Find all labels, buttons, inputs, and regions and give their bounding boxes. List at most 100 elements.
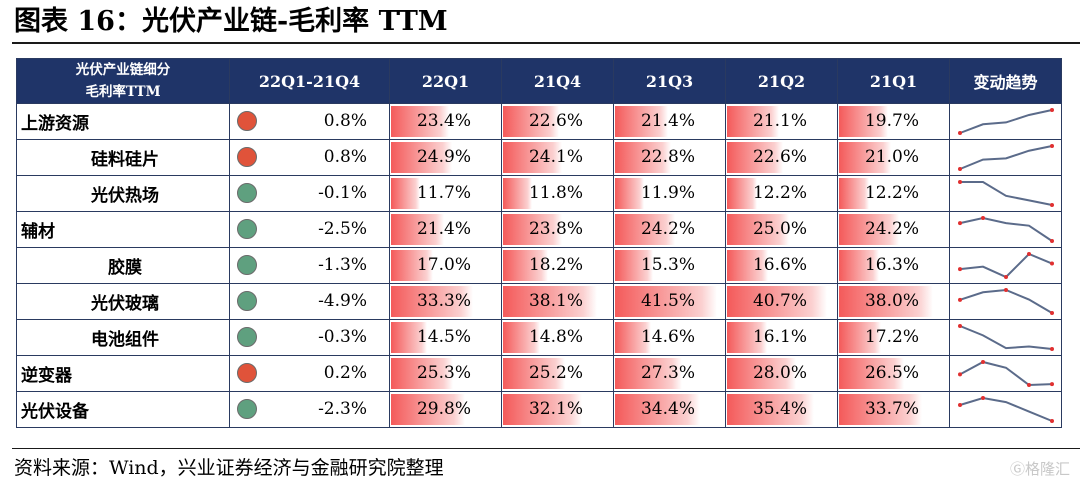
margin-cell: 11.9% (613, 175, 726, 212)
figure-title: 图表 16：光伏产业链-毛利率 TTM (14, 6, 448, 37)
margin-value: 15.3% (640, 255, 695, 275)
margin-value: 21.4% (640, 111, 695, 131)
up-indicator-icon (237, 363, 257, 383)
segment-name: 硅料硅片 (16, 139, 230, 176)
data-bar (615, 394, 700, 425)
table-row: 胶膜 -1.3% 17.0% 18.2% 15.3% 16.6% 16.3% (16, 247, 1062, 284)
margin-value: 21.4% (416, 219, 471, 239)
margin-cell: 33.7% (837, 391, 950, 428)
change-cell: -1.3% (229, 247, 390, 284)
margin-cell: 22.8% (613, 139, 726, 176)
down-indicator-icon (237, 399, 257, 419)
header-period: 21Q4 (501, 58, 614, 104)
header-change: 22Q1-21Q4 (229, 58, 390, 104)
data-bar (615, 322, 651, 353)
data-bar (615, 250, 653, 281)
change-value: -0.1% (318, 183, 367, 203)
margin-cell: 17.2% (837, 319, 950, 356)
margin-value: 32.1% (528, 399, 583, 419)
sparkline-point (958, 221, 962, 226)
trend-cell (949, 247, 1062, 284)
data-bar (839, 394, 923, 425)
margin-value: 24.2% (864, 219, 919, 239)
sparkline (958, 252, 1054, 279)
margin-value: 24.1% (528, 147, 583, 167)
margin-cell: 24.9% (389, 139, 502, 176)
header-segment-line2: 毛利率TTM (85, 84, 161, 100)
margin-cell: 34.4% (613, 391, 726, 428)
change-cell: -0.1% (229, 175, 390, 212)
margin-value: 16.3% (864, 255, 919, 275)
sparkline-point (1050, 203, 1054, 207)
margin-cell: 19.7% (837, 103, 950, 140)
sparkline-path (959, 325, 1053, 350)
margin-cell: 11.8% (501, 175, 614, 212)
data-bar (503, 106, 559, 137)
down-indicator-icon (237, 219, 257, 239)
margin-cell: 12.2% (725, 175, 838, 212)
margin-cell: 15.3% (613, 247, 726, 284)
watermark-text: 格隆汇 (1024, 460, 1070, 478)
margin-value: 16.1% (752, 327, 807, 347)
data-bar (503, 286, 597, 317)
sparkline (958, 216, 1054, 243)
sparkline-path (959, 288, 1053, 314)
sparkline-point (958, 324, 962, 328)
margin-cell: 25.0% (725, 211, 838, 248)
data-bar (839, 286, 933, 317)
header-period: 21Q1 (837, 58, 950, 104)
sparkline-point (981, 360, 985, 364)
header-period: 21Q3 (613, 58, 726, 104)
margin-cell: 22.6% (725, 139, 838, 176)
margin-value: 22.8% (640, 147, 695, 167)
data-bar (391, 106, 449, 137)
margin-value: 11.9% (640, 183, 695, 203)
margin-cell: 25.2% (501, 355, 614, 392)
margin-value: 21.0% (864, 147, 919, 167)
sparkline-path (960, 181, 1053, 206)
margin-value: 12.2% (864, 183, 919, 203)
change-value: 0.8% (323, 111, 367, 131)
table-row: 电池组件 -0.3% 14.5% 14.8% 14.6% 16.1% 17.2% (16, 319, 1062, 356)
sparkline-point (1050, 347, 1054, 351)
sparkline (958, 396, 1054, 423)
sparkline (958, 108, 1054, 135)
change-cell: -4.9% (229, 283, 390, 320)
table-row: 光伏设备 -2.3% 29.8% 32.1% 34.4% 35.4% 33.7% (16, 391, 1062, 428)
gross-margin-table: 光伏产业链细分 毛利率TTM 22Q1-21Q4 22Q1 21Q4 21Q3 … (16, 58, 1062, 428)
sparkline-point (1050, 108, 1054, 112)
margin-cell: 41.5% (613, 283, 726, 320)
sparkline-point (958, 372, 962, 377)
data-bar (727, 286, 828, 317)
margin-cell: 26.5% (837, 355, 950, 392)
margin-cell: 21.4% (613, 103, 726, 140)
sparkline-point (958, 297, 962, 302)
sparkline-path (959, 109, 1053, 134)
margin-cell: 16.3% (837, 247, 950, 284)
change-cell: -2.5% (229, 211, 390, 248)
sparkline-point (981, 396, 985, 400)
margin-value: 23.8% (528, 219, 583, 239)
margin-value: 24.9% (416, 147, 471, 167)
up-indicator-icon (237, 147, 257, 167)
change-value: -2.3% (318, 399, 367, 419)
margin-value: 23.4% (416, 111, 471, 131)
sparkline (958, 360, 1054, 387)
sparkline-point (958, 267, 962, 272)
trend-cell (949, 139, 1062, 176)
margin-cell: 21.0% (837, 139, 950, 176)
data-bar (503, 142, 563, 173)
margin-cell: 14.5% (389, 319, 502, 356)
segment-name: 光伏玻璃 (16, 283, 230, 320)
header-trend: 变动趋势 (949, 58, 1062, 104)
trend-cell (949, 283, 1062, 320)
watermark-logo: Ⓖ格隆汇 (1010, 458, 1070, 479)
trend-cell (949, 103, 1062, 140)
margin-value: 24.2% (640, 219, 695, 239)
sparkline-point (1050, 419, 1054, 423)
margin-value: 17.2% (864, 327, 919, 347)
segment-name: 逆变器 (16, 355, 230, 392)
table-row: 光伏玻璃 -4.9% 33.3% 38.1% 41.5% 40.7% 38.0% (16, 283, 1062, 320)
change-cell: 0.8% (229, 103, 390, 140)
margin-value: 25.3% (416, 363, 471, 383)
